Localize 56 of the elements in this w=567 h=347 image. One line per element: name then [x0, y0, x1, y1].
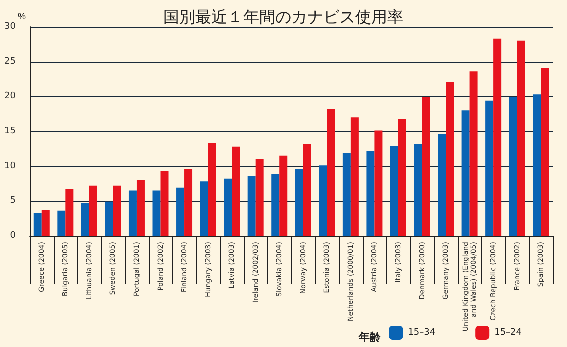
- legend-label: 15–24: [494, 328, 522, 338]
- bar: [280, 156, 288, 236]
- bar: [374, 130, 383, 236]
- y-tick-label: 15: [4, 126, 16, 136]
- bar: [509, 97, 518, 236]
- bar: [136, 180, 145, 236]
- bar: [152, 190, 161, 236]
- y-tick-label: 20: [4, 92, 16, 102]
- bar: [224, 178, 232, 236]
- bar: [89, 186, 98, 236]
- bar: [446, 82, 454, 236]
- legend-label: 15–34: [408, 328, 436, 338]
- y-tick-label: 25: [4, 56, 16, 67]
- bar: [327, 109, 336, 236]
- bar: [113, 186, 122, 236]
- bar: [366, 151, 375, 236]
- bar: [200, 182, 208, 236]
- bar: [462, 110, 470, 236]
- bar: [272, 174, 280, 236]
- bar: [184, 169, 193, 236]
- y-tick-label: 0: [10, 231, 16, 241]
- bar: [66, 189, 74, 236]
- bar: [398, 118, 406, 236]
- y-tick-label: 30: [4, 22, 16, 32]
- bar: [81, 203, 90, 236]
- y-tick-label: 10: [4, 161, 16, 172]
- bar: [232, 146, 240, 236]
- bar: [350, 118, 359, 236]
- bar: [517, 40, 526, 236]
- bar: [470, 72, 478, 236]
- bar: [303, 144, 312, 236]
- y-axis-title: %: [18, 12, 26, 22]
- legend-title: 年齢: [358, 331, 382, 344]
- bar: [541, 68, 550, 236]
- chart-title: 国別最近１年間のカナビス使用率: [164, 8, 404, 26]
- bar: [390, 146, 398, 236]
- bar: [319, 166, 328, 236]
- bar: [486, 100, 494, 236]
- bar: [34, 213, 42, 236]
- bar: [342, 153, 351, 236]
- bar: [208, 143, 216, 236]
- bar: [295, 169, 304, 236]
- y-tick-label: 5: [10, 196, 16, 206]
- bar: [58, 210, 66, 236]
- bar: [105, 202, 114, 236]
- bar: [42, 210, 50, 236]
- bar: [248, 176, 256, 236]
- bar: [256, 159, 264, 236]
- bar: [176, 188, 185, 236]
- bar: [494, 38, 502, 236]
- bar: [128, 190, 137, 236]
- bar: [438, 134, 446, 236]
- bar: [422, 97, 430, 236]
- bar: [160, 171, 169, 236]
- bar: [533, 94, 542, 236]
- bar: [414, 144, 422, 236]
